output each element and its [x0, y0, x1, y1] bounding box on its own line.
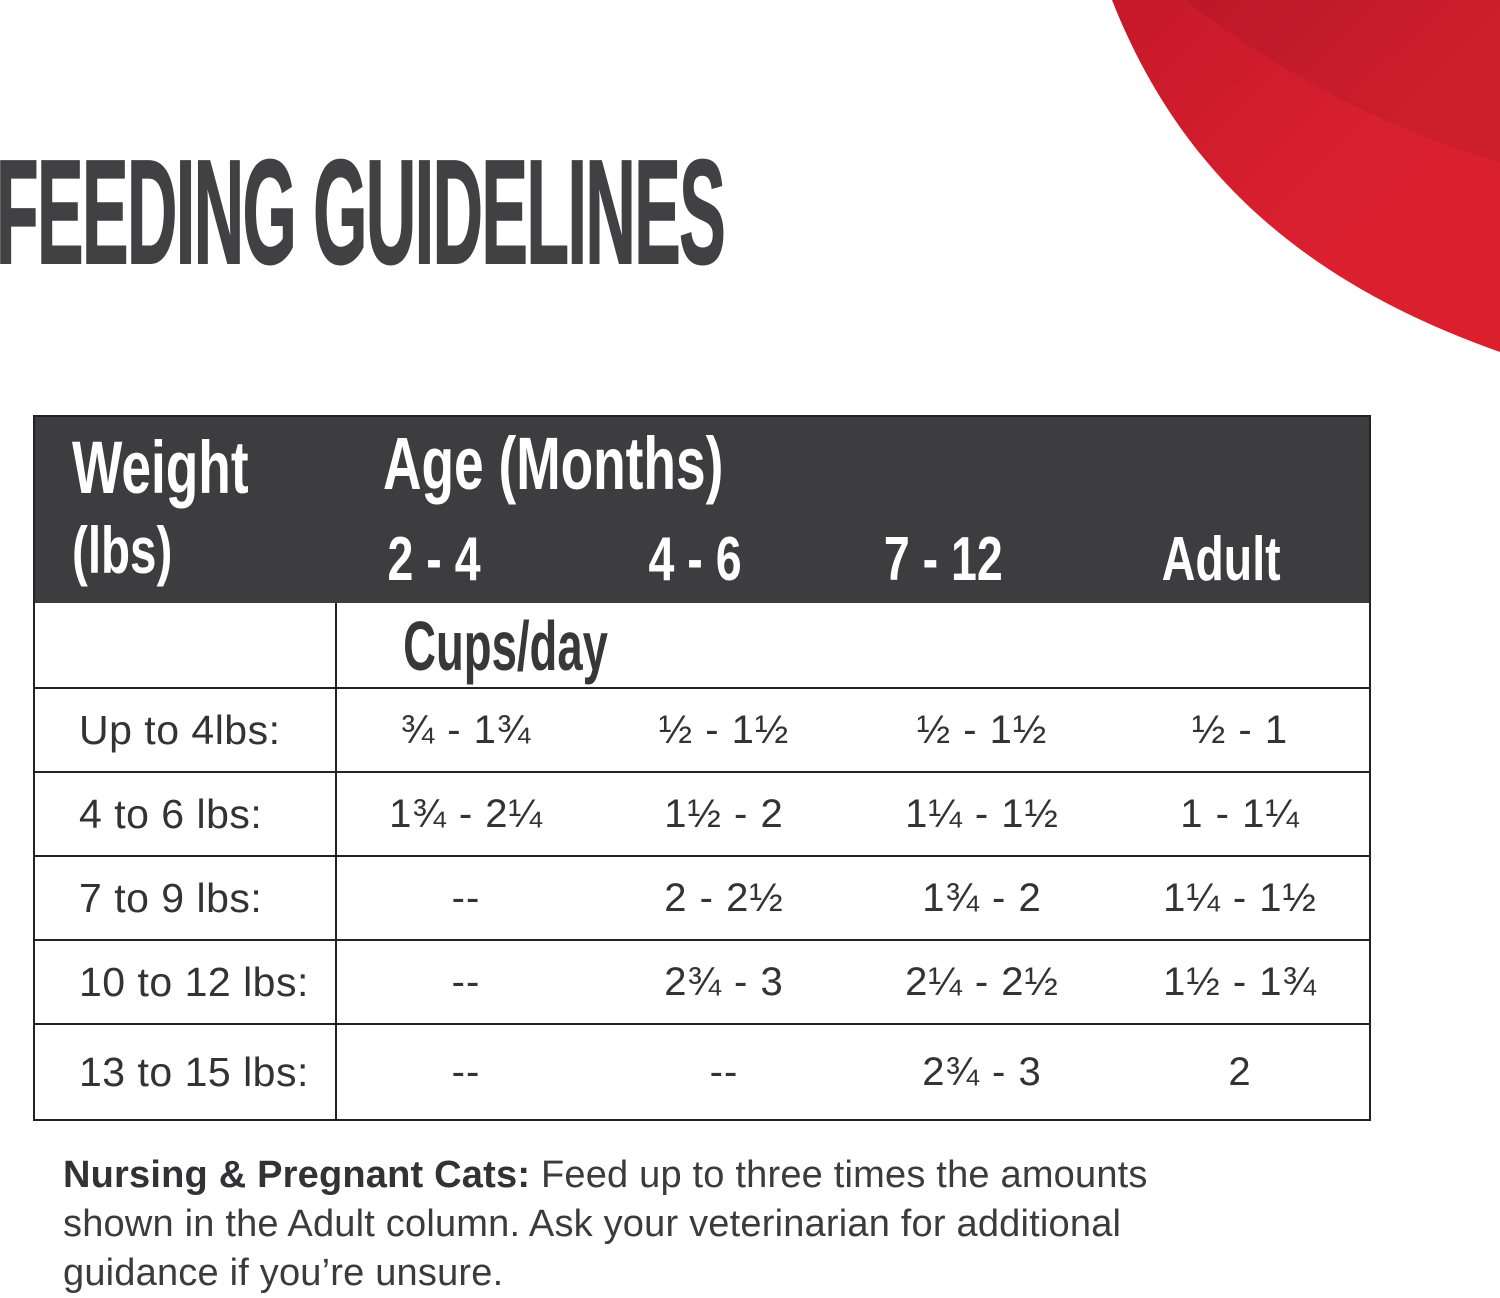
units-row-empty-cell: [35, 603, 337, 687]
footnote-line-1: Nursing & Pregnant Cats: Feed up to thre…: [63, 1154, 1148, 1196]
table-header: Weight (lbs) Age (Months) 2 - 4 4 - 6 7 …: [35, 417, 1369, 603]
value-cell: ½ - 1½: [916, 707, 1048, 752]
value-cell: --: [451, 959, 481, 1004]
value-cell: 1¾ - 2¼: [389, 791, 543, 836]
value-cell: 2¾ - 3: [664, 959, 784, 1004]
weight-unit-label: (lbs): [72, 513, 173, 587]
age-column-4-6: 4 - 6: [648, 525, 742, 594]
value-cell: 1 - 1¼: [1180, 791, 1300, 836]
footnote-bold-label: Nursing & Pregnant Cats:: [63, 1154, 531, 1196]
weight-cell: 13 to 15 lbs:: [35, 1025, 337, 1119]
weight-cell: 10 to 12 lbs:: [35, 941, 337, 1023]
value-cell: ¾ - 1¾: [400, 707, 532, 752]
value-cell: 2 - 2½: [664, 875, 784, 920]
footnote-line-2: shown in the Adult column. Ask your vete…: [63, 1203, 1122, 1245]
value-cell: ½ - 1: [1191, 707, 1289, 752]
feeding-table: Weight (lbs) Age (Months) 2 - 4 4 - 6 7 …: [33, 415, 1371, 1121]
age-column-7-12: 7 - 12: [883, 525, 1003, 594]
table-row: 13 to 15 lbs: -- -- 2¾ - 3 2: [35, 1025, 1369, 1119]
page-title: FEEDING GUIDELINES: [0, 130, 726, 295]
weight-cell: 7 to 9 lbs:: [35, 857, 337, 939]
value-cell: 2: [1228, 1049, 1252, 1094]
units-label: Cups/day: [403, 607, 608, 685]
weight-header: Weight: [72, 426, 249, 509]
table-row: 10 to 12 lbs: -- 2¾ - 3 2¼ - 2½ 1½ - 1¾: [35, 941, 1369, 1025]
value-cell: 1¼ - 1½: [905, 791, 1059, 836]
age-header: Age (Months): [383, 422, 724, 505]
table-row: 7 to 9 lbs: -- 2 - 2½ 1¾ - 2 1¼ - 1½: [35, 857, 1369, 941]
value-cell: 2¾ - 3: [922, 1049, 1042, 1094]
value-cell: 1¾ - 2: [922, 875, 1042, 920]
value-cell: 1½ - 1¾: [1163, 959, 1317, 1004]
table-row: Up to 4lbs: ¾ - 1¾ ½ - 1½ ½ - 1½ ½ - 1: [35, 689, 1369, 773]
value-cell: --: [709, 1049, 739, 1094]
value-cell: 2¼ - 2½: [905, 959, 1059, 1004]
age-column-2-4: 2 - 4: [387, 525, 481, 594]
value-cell: 1½ - 2: [664, 791, 784, 836]
table-row: 4 to 6 lbs: 1¾ - 2¼ 1½ - 2 1¼ - 1½ 1 - 1…: [35, 773, 1369, 857]
weight-cell: Up to 4lbs:: [35, 689, 337, 771]
red-swoosh-graphic: [1112, 0, 1500, 352]
footnote: Nursing & Pregnant Cats: Feed up to thre…: [63, 1151, 1403, 1298]
value-cell: --: [451, 875, 481, 920]
units-row: Cups/day: [35, 603, 1369, 689]
value-cell: --: [451, 1049, 481, 1094]
age-column-adult: Adult: [1161, 525, 1281, 594]
footnote-line-3: guidance if you’re unsure.: [63, 1252, 504, 1294]
value-cell: ½ - 1½: [658, 707, 790, 752]
value-cell: 1¼ - 1½: [1163, 875, 1317, 920]
weight-cell: 4 to 6 lbs:: [35, 773, 337, 855]
